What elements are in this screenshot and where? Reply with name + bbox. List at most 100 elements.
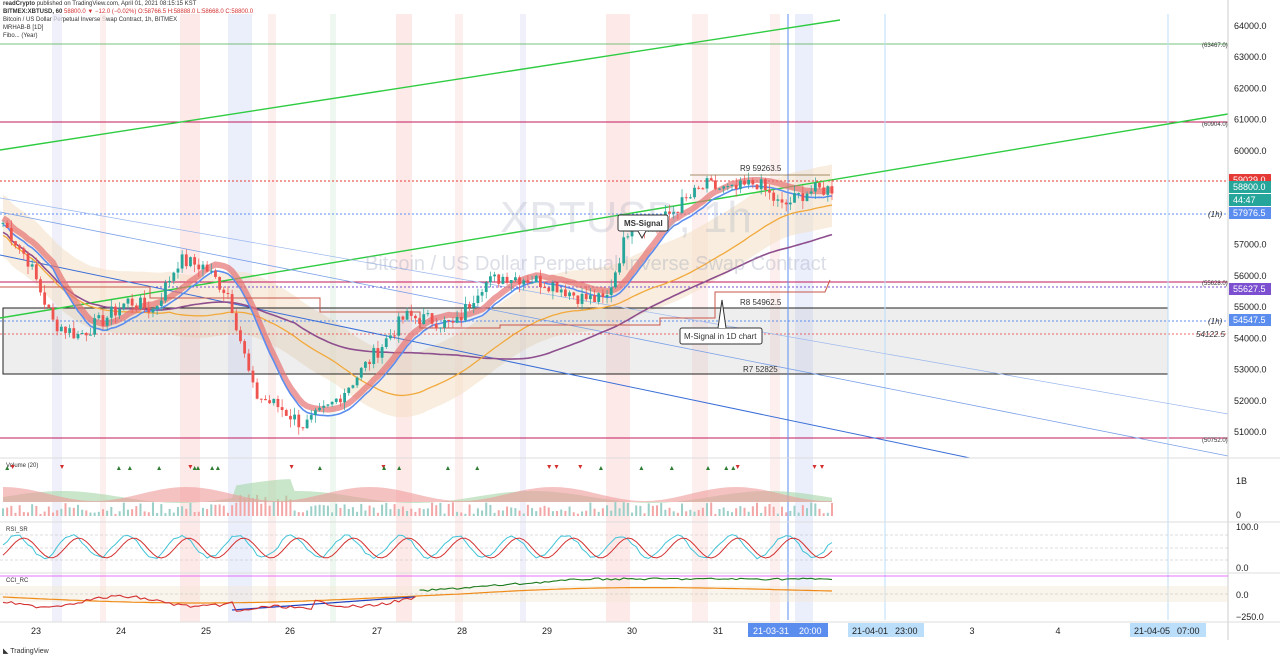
- sell-marker: [547, 465, 552, 469]
- candle-body: [197, 264, 201, 270]
- volume-bar: [272, 501, 275, 516]
- volume-bar: [201, 507, 204, 516]
- volume-bar: [181, 506, 184, 516]
- time-tick-23: 23: [31, 626, 41, 636]
- volume-bar: [589, 502, 592, 516]
- volume-bar: [368, 505, 371, 516]
- candle-body: [768, 189, 771, 193]
- candle-body: [580, 293, 584, 304]
- candle-body: [405, 310, 409, 320]
- volume-bars: [2, 494, 833, 516]
- candle-body: [109, 306, 113, 318]
- volume-bar: [631, 512, 634, 516]
- candle-body: [497, 274, 501, 284]
- price-tag-label-0: 59029.0: [1233, 175, 1266, 185]
- volume-bar: [410, 508, 413, 516]
- time-tick-31: 31: [713, 626, 723, 636]
- volume-bar: [826, 512, 829, 516]
- volume-bar: [351, 507, 354, 516]
- buy-marker: [317, 466, 322, 470]
- candle-body: [168, 280, 172, 283]
- volume-bar: [2, 508, 4, 516]
- candle-body: [701, 188, 705, 190]
- candle-body: [268, 400, 272, 404]
- volume-bar: [681, 503, 684, 516]
- candle-body: [755, 184, 759, 190]
- candle-body: [830, 186, 834, 194]
- volume-bar: [260, 503, 263, 516]
- legend-indicator-1[interactable]: MRHAB-B [1D]: [3, 25, 44, 31]
- candle-body: [280, 407, 284, 411]
- candle-body: [84, 333, 88, 336]
- volume-bar: [776, 513, 779, 516]
- candle-body: [172, 272, 176, 281]
- candle-body: [318, 407, 322, 411]
- candle-body: [551, 282, 555, 292]
- rsi-pane-label[interactable]: RSI_SR: [6, 527, 28, 533]
- candle-body: [30, 264, 34, 267]
- volume-bar: [610, 510, 613, 516]
- ohlc-readout: 58800.0 ▼ −12.0 (−0.02%) O:58766.5 H:588…: [64, 9, 254, 15]
- chart-header: readCrypto published on TradingView.com,…: [3, 0, 703, 40]
- volume-bar: [164, 513, 167, 516]
- candle-body: [568, 292, 571, 297]
- volume-bar: [618, 508, 621, 516]
- volume-bar: [31, 504, 34, 516]
- candle-body: [289, 415, 292, 420]
- candle-body: [164, 282, 167, 301]
- sell-marker: [381, 465, 386, 469]
- cloud-band: [3, 164, 832, 418]
- ms-signal-callout[interactable]: MS-Signal: [617, 214, 669, 240]
- legend-main[interactable]: Bitcoin / US Dollar Perpetual Inverse Sw…: [3, 17, 178, 23]
- rsi-tick-100: 100.0: [1236, 522, 1259, 532]
- m-signal-callout[interactable]: M-Signal in 1D chart: [679, 299, 763, 345]
- volume-bar: [501, 510, 504, 516]
- candle-body: [713, 180, 717, 189]
- volume-bar: [485, 502, 488, 516]
- time-axis[interactable]: 23 24 25 26 27 28 29 30 31 3 4: [31, 626, 1061, 636]
- volume-bar: [139, 503, 142, 516]
- volume-bar: [64, 503, 67, 516]
- candle-body: [584, 293, 588, 300]
- tradingview-logo[interactable]: ◣ TradingView: [3, 647, 49, 655]
- volume-bar: [214, 504, 217, 516]
- volume-bar: [251, 497, 254, 516]
- candle-body: [97, 315, 101, 319]
- sell-marker: [188, 465, 193, 469]
- volume-bar: [526, 504, 529, 516]
- volume-bar: [585, 510, 588, 516]
- symbol-label[interactable]: BITMEX:XBTUSD, 60: [3, 9, 63, 15]
- candle-body: [468, 304, 471, 308]
- candle-body: [518, 277, 521, 285]
- price-axis[interactable]: 51000.0 52000.0 53000.0 54000.0 55000.0 56000…: [1234, 21, 1267, 437]
- cci-pane-label[interactable]: CCI_RC: [6, 578, 29, 584]
- volume-bar: [831, 502, 833, 516]
- time-tick-30: 30: [627, 626, 637, 636]
- candle-body: [151, 309, 155, 313]
- legend-indicator-2[interactable]: Fibo... (Year): [3, 33, 38, 39]
- volume-bar: [6, 507, 9, 516]
- price-tick-52000: 52000.0: [1234, 396, 1267, 406]
- volume-bar: [718, 508, 721, 516]
- candle-body: [330, 401, 334, 405]
- volume-bar: [268, 505, 271, 516]
- volume-bar: [306, 510, 309, 516]
- candle-body: [680, 197, 684, 213]
- candle-body: [59, 326, 63, 332]
- candle-body: [230, 294, 234, 314]
- volume-pane-label[interactable]: Volume (20): [6, 463, 38, 469]
- price-tag-5: [1229, 314, 1271, 326]
- volume-bar: [576, 513, 579, 516]
- candle-body: [89, 334, 92, 336]
- candle-body: [434, 323, 438, 329]
- m-signal-label: M-Signal in 1D chart: [684, 332, 757, 341]
- candle-body: [176, 268, 180, 273]
- candle-body: [464, 304, 467, 321]
- volume-bar: [468, 504, 471, 516]
- candle-body: [718, 188, 721, 190]
- volume-bar: [497, 510, 500, 516]
- candle-body: [672, 211, 676, 214]
- candle-body: [705, 178, 709, 189]
- volume-bar: [26, 512, 29, 516]
